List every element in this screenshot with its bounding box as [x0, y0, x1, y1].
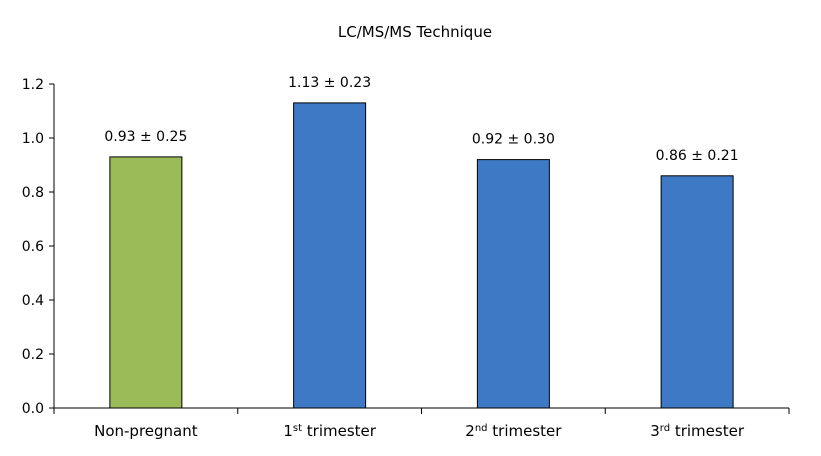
data-label: 0.86 ± 0.21	[656, 148, 739, 164]
category-label: 2nd trimester	[465, 422, 562, 440]
chart-title: LC/MS/MS Technique	[338, 23, 492, 41]
y-tick-label: 0.8	[22, 185, 44, 201]
y-tick-label: 0.4	[22, 293, 44, 309]
y-axis: 0.0 0.2 0.4 0.6 0.8 1.0 1.2	[22, 77, 55, 417]
x-axis	[53, 407, 790, 414]
bar	[476, 159, 550, 409]
data-label: 1.13 ± 0.23	[288, 75, 371, 91]
data-labels: 0.93 ± 0.25 1.13 ± 0.23 0.92 ± 0.30 0.86 ± …	[104, 75, 738, 164]
y-tick-label: 1.0	[22, 131, 44, 147]
data-label: 0.92 ± 0.30	[472, 132, 555, 148]
data-label: 0.93 ± 0.25	[104, 129, 187, 145]
category-label: 3rd trimester	[650, 422, 745, 440]
category-label: Non-pregnant	[94, 422, 198, 440]
y-tick-label: 1.2	[22, 77, 44, 93]
y-tick-label: 0.0	[22, 401, 44, 417]
bar	[660, 175, 734, 409]
bar	[109, 156, 183, 409]
y-tick-label: 0.6	[22, 239, 44, 255]
category-label: 1st trimester	[283, 422, 376, 440]
category-labels: Non-pregnant 1st trimester 2nd trimester 3r…	[94, 422, 745, 440]
bar	[293, 102, 367, 409]
y-tick-label: 0.2	[22, 347, 44, 363]
bars	[109, 102, 734, 409]
